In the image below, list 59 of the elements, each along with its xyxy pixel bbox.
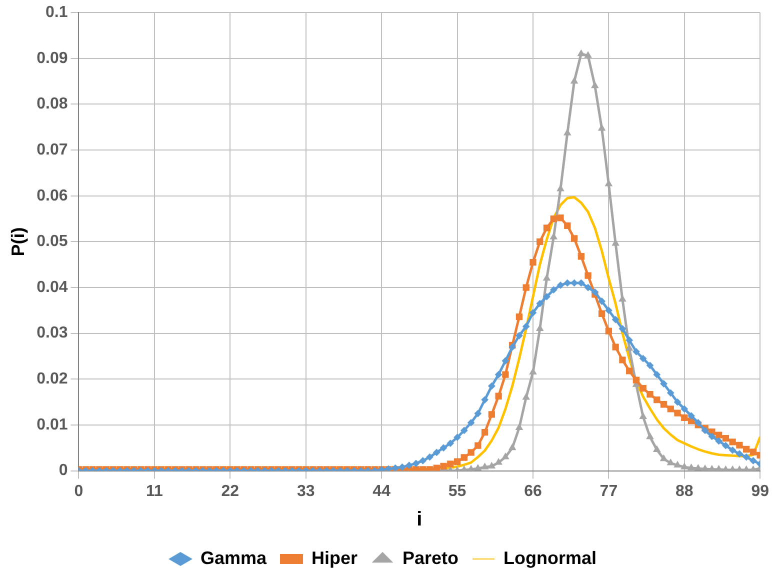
point bbox=[618, 295, 626, 302]
y-tick-label: 0.02 bbox=[36, 370, 68, 388]
point bbox=[488, 462, 496, 468]
point bbox=[688, 464, 695, 470]
point bbox=[522, 393, 530, 400]
point bbox=[660, 454, 668, 462]
x-tick-label: 77 bbox=[600, 482, 618, 500]
point bbox=[570, 77, 578, 84]
point bbox=[653, 446, 660, 452]
point bbox=[694, 464, 702, 471]
y-tick-label: 0.03 bbox=[36, 324, 68, 342]
point bbox=[584, 52, 592, 58]
point bbox=[529, 368, 537, 375]
y-tick-label: 0.06 bbox=[36, 187, 68, 204]
point bbox=[598, 124, 606, 131]
point bbox=[626, 344, 633, 351]
point bbox=[578, 50, 585, 56]
point bbox=[536, 324, 544, 332]
legend-label: Pareto bbox=[402, 548, 459, 568]
point bbox=[556, 185, 564, 192]
y-tick-label: 0 bbox=[58, 462, 68, 480]
y-tick-label: 0.07 bbox=[36, 141, 68, 158]
x-tick-label: 66 bbox=[524, 482, 542, 500]
y-tick-label: 0.05 bbox=[36, 233, 68, 250]
legend-label: Gamma bbox=[200, 548, 268, 568]
point bbox=[481, 463, 488, 470]
point bbox=[502, 453, 509, 460]
x-axis-title: i bbox=[416, 508, 422, 531]
point bbox=[508, 444, 516, 450]
y-tick-label: 0.08 bbox=[36, 96, 68, 113]
point bbox=[591, 82, 598, 88]
x-tick-label: 88 bbox=[675, 482, 694, 500]
point bbox=[550, 233, 558, 240]
x-tick-label: 22 bbox=[221, 482, 240, 500]
x-tick-label: 11 bbox=[146, 482, 163, 500]
point bbox=[543, 274, 550, 281]
point bbox=[646, 432, 654, 440]
point bbox=[674, 461, 682, 468]
point bbox=[516, 424, 523, 430]
y-tick-label: 0.01 bbox=[36, 416, 68, 434]
x-tick-label: 0 bbox=[74, 482, 84, 500]
point bbox=[474, 464, 482, 471]
y-axis-title: P(i) bbox=[8, 227, 28, 256]
x-tick-label: 33 bbox=[296, 482, 315, 500]
y-tick-label: 0.1 bbox=[45, 4, 68, 22]
x-tick-label: 44 bbox=[372, 482, 391, 500]
legend-label: Hiper bbox=[312, 548, 358, 568]
legend-label: Lognormal bbox=[504, 548, 597, 568]
y-tick-label: 0.09 bbox=[36, 50, 68, 67]
point bbox=[612, 240, 620, 246]
point bbox=[667, 459, 674, 466]
x-tick-label: 99 bbox=[751, 482, 770, 500]
point bbox=[702, 464, 709, 471]
x-tick-label: 55 bbox=[448, 482, 466, 500]
point bbox=[640, 412, 647, 419]
point bbox=[495, 458, 502, 465]
point bbox=[564, 129, 571, 136]
y-tick-label: 0.04 bbox=[36, 278, 68, 296]
point bbox=[680, 463, 688, 470]
